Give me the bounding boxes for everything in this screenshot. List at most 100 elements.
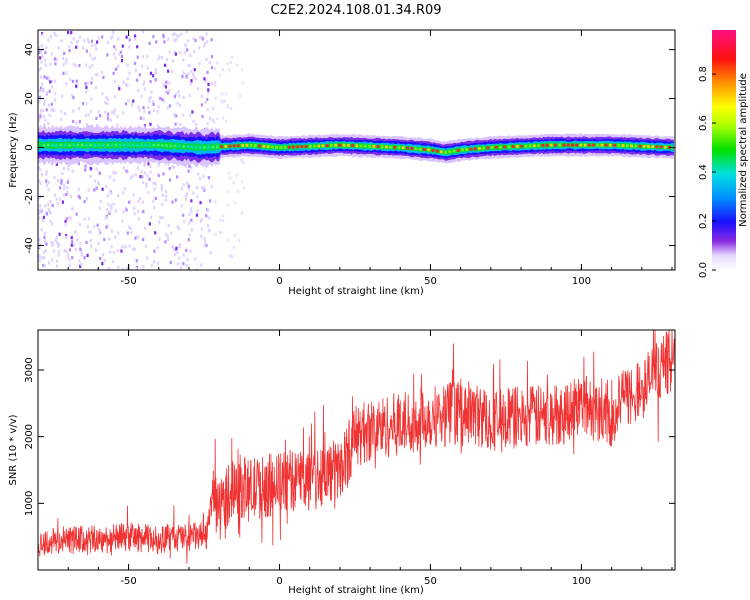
noise-cell <box>185 248 188 253</box>
noise-cell <box>241 180 244 184</box>
noise-cell <box>190 209 193 213</box>
noise-cell <box>87 217 90 221</box>
noise-cell <box>57 46 60 50</box>
noise-cell <box>189 249 192 253</box>
noise-cell <box>94 43 97 47</box>
noise-cell <box>48 208 51 212</box>
noise-cell <box>149 71 153 75</box>
noise-cell <box>49 62 52 66</box>
noise-cell <box>112 202 115 206</box>
band-green <box>38 140 674 155</box>
noise-cell <box>60 179 63 183</box>
spectrogram-x-tick-label: 100 <box>572 276 591 287</box>
noise-cell <box>206 97 209 101</box>
noise-cell <box>176 262 180 266</box>
noise-cell <box>48 113 51 117</box>
noise-cell <box>148 222 152 226</box>
noise-cell <box>90 244 93 248</box>
noise-cell <box>120 54 124 59</box>
noise-cell <box>41 218 44 223</box>
noise-cell <box>143 163 146 168</box>
noise-cell <box>182 213 185 217</box>
colorbar-tick-label: 0.4 <box>698 164 709 180</box>
noise-cell <box>187 64 190 68</box>
noise-cell <box>60 109 63 114</box>
noise-cell <box>48 78 51 82</box>
noise-cell <box>238 94 241 98</box>
noise-cell <box>205 214 208 218</box>
noise-cell <box>140 170 143 174</box>
band-core-cell <box>190 145 194 149</box>
band-core-cell <box>237 144 240 148</box>
band-core-cell <box>313 144 316 148</box>
noise-cell <box>44 51 47 55</box>
noise-cell <box>150 263 153 267</box>
band-core-cell <box>135 143 139 147</box>
noise-cell <box>111 110 114 114</box>
noise-cell <box>209 251 212 255</box>
noise-cell <box>121 191 125 195</box>
noise-cell <box>45 45 48 49</box>
noise-cell <box>146 66 149 70</box>
noise-cell <box>144 244 147 248</box>
noise-cell <box>64 233 68 238</box>
noise-cell <box>109 204 113 208</box>
noise-cell <box>101 253 105 257</box>
noise-cell <box>157 163 160 167</box>
noise-cell <box>194 123 198 127</box>
noise-cell <box>84 113 87 118</box>
noise-cell <box>38 255 41 259</box>
band-core-cell <box>532 144 536 148</box>
noise-cell <box>43 231 47 235</box>
noise-cell <box>132 193 135 197</box>
band-core-cell <box>634 144 638 148</box>
noise-cell <box>106 194 109 198</box>
noise-cell <box>195 185 199 190</box>
noise-cell <box>196 87 199 91</box>
band-core-cell <box>566 143 570 147</box>
noise-cell <box>53 31 56 35</box>
noise-cell <box>78 64 81 68</box>
band-core-cell <box>241 144 245 147</box>
noise-cell <box>67 163 70 168</box>
colorbar-tick-label: 0.6 <box>698 115 709 131</box>
noise-cell <box>149 122 152 126</box>
noise-cell <box>128 38 131 42</box>
noise-cell <box>122 111 125 115</box>
noise-cell <box>43 264 47 268</box>
noise-cell <box>146 54 149 59</box>
noise-cell <box>183 51 187 55</box>
noise-cell <box>67 167 70 171</box>
noise-cell <box>188 63 191 68</box>
noise-cell <box>136 235 139 239</box>
noise-cell <box>142 209 145 214</box>
noise-cell <box>96 73 99 77</box>
noise-cell <box>170 231 173 235</box>
noise-cell <box>193 68 196 72</box>
noise-cell <box>83 217 86 221</box>
noise-cell <box>85 85 88 89</box>
noise-cell <box>229 60 232 64</box>
noise-cell <box>86 81 90 85</box>
noise-cell <box>143 171 147 175</box>
band-core-cell <box>245 143 249 147</box>
noise-cell <box>80 262 83 266</box>
noise-cell <box>147 105 150 110</box>
noise-cell <box>50 80 54 84</box>
noise-cell <box>49 219 52 224</box>
noise-cell <box>126 231 129 235</box>
noise-cell <box>74 230 77 234</box>
noise-cell <box>189 82 193 86</box>
noise-cell <box>182 113 185 117</box>
noise-cell <box>65 58 68 62</box>
noise-cell <box>222 116 225 120</box>
band-core-cell <box>359 144 363 148</box>
noise-cell <box>199 219 202 223</box>
noise-cell <box>198 176 201 180</box>
noise-cell <box>39 242 42 246</box>
noise-cell <box>76 238 79 242</box>
band-core-cell <box>461 148 464 152</box>
noise-cell <box>65 193 68 197</box>
noise-cell <box>39 56 42 60</box>
band-core-cell <box>262 144 266 148</box>
